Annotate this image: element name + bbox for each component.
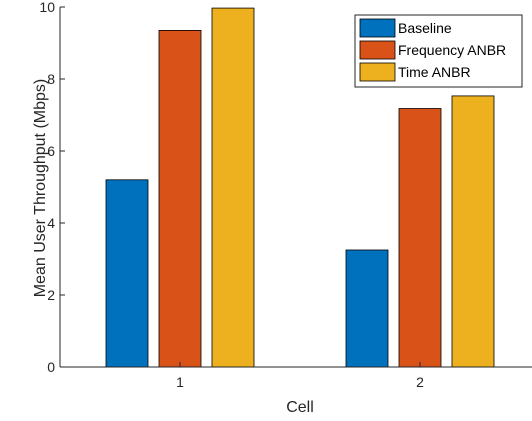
y-axis-title: Mean User Throughput (Mbps)	[32, 79, 49, 297]
y-tick-label: 0	[47, 359, 55, 375]
bar-time-anbr-cell-1	[211, 7, 255, 368]
bar-baseline-cell-2	[345, 249, 389, 368]
y-tick-label: 4	[47, 215, 55, 231]
bars-group	[105, 7, 495, 368]
legend: Baseline Frequency ANBR Time ANBR	[354, 14, 523, 88]
bar-frequency-anbr-cell-1	[158, 29, 202, 368]
y-tick-label: 2	[47, 287, 55, 303]
y-tick-label: 10	[39, 0, 55, 15]
x-axis-title: Cell	[286, 399, 314, 416]
legend-label: Time ANBR	[398, 64, 471, 80]
bar-baseline-cell-1	[105, 179, 149, 368]
legend-swatch	[359, 18, 396, 38]
y-tick-label: 6	[47, 143, 55, 159]
x-tick-label: 2	[416, 374, 424, 390]
bar-time-anbr-cell-2	[451, 95, 495, 368]
legend-label: Baseline	[398, 20, 452, 36]
y-tick-label: 8	[47, 71, 55, 87]
legend-swatch	[359, 62, 396, 82]
bar-frequency-anbr-cell-2	[398, 108, 442, 368]
x-tick-label: 1	[176, 374, 184, 390]
legend-swatch	[359, 40, 396, 60]
legend-label: Frequency ANBR	[398, 42, 506, 58]
